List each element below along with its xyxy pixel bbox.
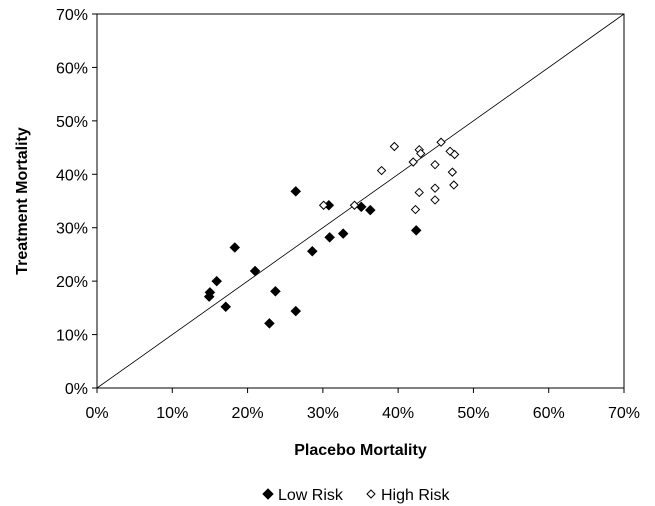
low-risk-point bbox=[364, 204, 376, 216]
high-risk-point bbox=[408, 157, 418, 167]
low-risk-point bbox=[220, 301, 232, 313]
high-risk-point bbox=[414, 187, 424, 198]
low-risk-point bbox=[410, 225, 422, 236]
plot-area bbox=[96, 13, 625, 389]
y-axis-title: Treatment Mortality bbox=[14, 127, 31, 275]
y-tick-label: 20% bbox=[56, 274, 88, 291]
x-axis-ticks: 0% 10% 20% 30% 40% 50% 60% 70% bbox=[85, 388, 640, 422]
low-risk-point bbox=[249, 265, 261, 277]
low-risk-point bbox=[290, 186, 302, 197]
x-tick-label: 20% bbox=[232, 405, 264, 422]
high-risk-point bbox=[436, 137, 446, 147]
y-tick-label: 30% bbox=[56, 221, 88, 238]
low-risk-point bbox=[290, 305, 302, 317]
low-risk-point bbox=[264, 317, 275, 329]
legend-item-high-risk: High Risk bbox=[366, 487, 450, 504]
high-risk-point bbox=[449, 149, 460, 160]
x-tick-label: 50% bbox=[457, 405, 489, 422]
y-tick-label: 10% bbox=[56, 328, 88, 345]
filled-diamond-icon bbox=[262, 488, 274, 500]
high-risk-point bbox=[430, 195, 440, 205]
legend-label-high-risk: High Risk bbox=[381, 487, 450, 504]
high-risk-point bbox=[430, 183, 440, 193]
x-tick-label: 10% bbox=[156, 405, 188, 422]
legend-item-low-risk: Low Risk bbox=[262, 487, 344, 504]
high-risk-point bbox=[318, 200, 329, 210]
high-risk-point bbox=[416, 148, 426, 159]
low-risk-point bbox=[324, 231, 335, 243]
plot-frame bbox=[96, 13, 625, 389]
high-risk-point bbox=[449, 180, 459, 190]
data-points bbox=[203, 137, 460, 329]
y-tick-label: 0% bbox=[65, 381, 88, 398]
x-tick-label: 0% bbox=[85, 405, 108, 422]
x-tick-label: 30% bbox=[307, 405, 339, 422]
x-tick-label: 70% bbox=[608, 405, 640, 422]
high-risk-point bbox=[430, 159, 440, 170]
y-axis-ticks: 0% 10% 20% 30% 40% 50% 60% 70% bbox=[56, 7, 97, 398]
high-risk-point bbox=[410, 204, 421, 215]
x-tick-label: 60% bbox=[533, 405, 565, 422]
identity-reference-line bbox=[96, 13, 625, 389]
y-tick-label: 70% bbox=[56, 7, 88, 24]
high-risk-point bbox=[447, 167, 458, 177]
low-risk-point bbox=[270, 285, 281, 297]
high-risk-point bbox=[389, 141, 400, 152]
low-risk-point bbox=[337, 228, 349, 239]
legend-label-low-risk: Low Risk bbox=[278, 487, 344, 504]
x-axis-title: Placebo Mortality bbox=[294, 442, 427, 459]
y-tick-label: 50% bbox=[56, 114, 88, 131]
high-risk-point bbox=[376, 165, 387, 176]
y-tick-label: 60% bbox=[56, 60, 88, 77]
low-risk-point bbox=[203, 291, 215, 302]
low-risk-point bbox=[306, 245, 318, 257]
high-risk-point bbox=[349, 200, 360, 210]
low-risk-point bbox=[229, 242, 241, 253]
low-risk-point bbox=[211, 275, 223, 287]
legend: Low Risk High Risk bbox=[262, 487, 450, 504]
open-diamond-icon bbox=[366, 489, 376, 499]
y-tick-label: 40% bbox=[56, 167, 88, 184]
x-tick-label: 40% bbox=[382, 405, 414, 422]
